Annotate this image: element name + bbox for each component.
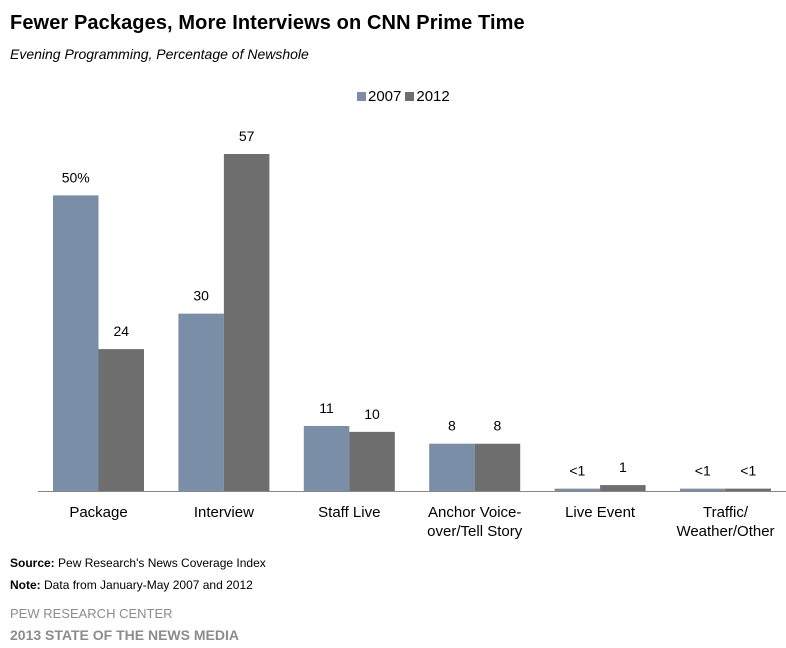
category-label-interview: Interview [194, 504, 254, 521]
bar-anchor-voice-over-tell-story-2012 [474, 443, 521, 491]
note-label: Note: [10, 578, 41, 592]
bar-interview-2007 [178, 313, 224, 491]
category-label-anchor-voice-over-tell-story-line2: over/Tell Story [427, 523, 523, 540]
category-label-package: Package [69, 504, 127, 521]
bar-live-event-2007 [554, 488, 601, 491]
data-label-staff-live-2012: 10 [364, 406, 380, 422]
data-label-traffic-weather-other-2012: <1 [740, 463, 756, 479]
source-text: Pew Research's News Coverage Index [58, 556, 266, 570]
chart-subtitle: Evening Programming, Percentage of Newsh… [10, 46, 309, 62]
source-line: Source: Pew Research's News Coverage Ind… [10, 556, 266, 570]
data-label-anchor-voice-over-tell-story-2007: 8 [448, 418, 456, 434]
data-label-anchor-voice-over-tell-story-2012: 8 [494, 418, 502, 434]
legend-label-2012: 2012 [416, 88, 450, 105]
bar-package-2012 [98, 349, 144, 491]
category-label-live-event: Live Event [565, 504, 636, 521]
bar-staff-live-2007 [303, 425, 350, 491]
bar-package-2007 [53, 195, 99, 491]
chart-legend: 2007 2012 [357, 88, 454, 105]
legend-label-2007: 2007 [368, 88, 402, 105]
report-name: 2013 STATE OF THE NEWS MEDIA [10, 627, 239, 643]
data-label-package-2007: 50% [62, 169, 90, 185]
source-label: Source: [10, 556, 55, 570]
category-label-traffic-weather-other-line2: Weather/Other [676, 523, 774, 540]
data-label-interview-2012: 57 [239, 128, 255, 144]
chart-title: Fewer Packages, More Interviews on CNN P… [10, 12, 525, 34]
bar-live-event-2012 [600, 485, 646, 491]
data-label-staff-live-2007: 11 [319, 400, 334, 416]
bar-traffic-weather-other-2007 [680, 488, 726, 491]
category-label-staff-live: Staff Live [318, 504, 380, 521]
legend-swatch-2012 [405, 92, 415, 101]
data-label-traffic-weather-other-2007: <1 [695, 463, 711, 479]
bar-anchor-voice-over-tell-story-2007 [429, 443, 475, 491]
bar-staff-live-2012 [349, 431, 395, 491]
bar-traffic-weather-other-2012 [725, 488, 771, 491]
note-text: Data from January-May 2007 and 2012 [44, 578, 253, 592]
data-label-live-event-2012: 1 [619, 459, 627, 475]
bar-interview-2012 [223, 154, 270, 491]
legend-item-2012: 2012 [405, 88, 450, 105]
data-label-live-event-2007: <1 [569, 463, 585, 479]
note-line: Note: Data from January-May 2007 and 201… [10, 578, 253, 592]
data-label-interview-2007: 30 [193, 288, 209, 304]
category-label-anchor-voice-over-tell-story-line1: Anchor Voice- [428, 504, 521, 521]
data-label-package-2012: 24 [113, 323, 129, 339]
legend-swatch-2007 [357, 92, 366, 101]
organization-name: PEW RESEARCH CENTER [10, 606, 173, 621]
legend-item-2007: 2007 [357, 88, 401, 105]
category-label-traffic-weather-other-line1: Traffic/ [703, 504, 749, 521]
